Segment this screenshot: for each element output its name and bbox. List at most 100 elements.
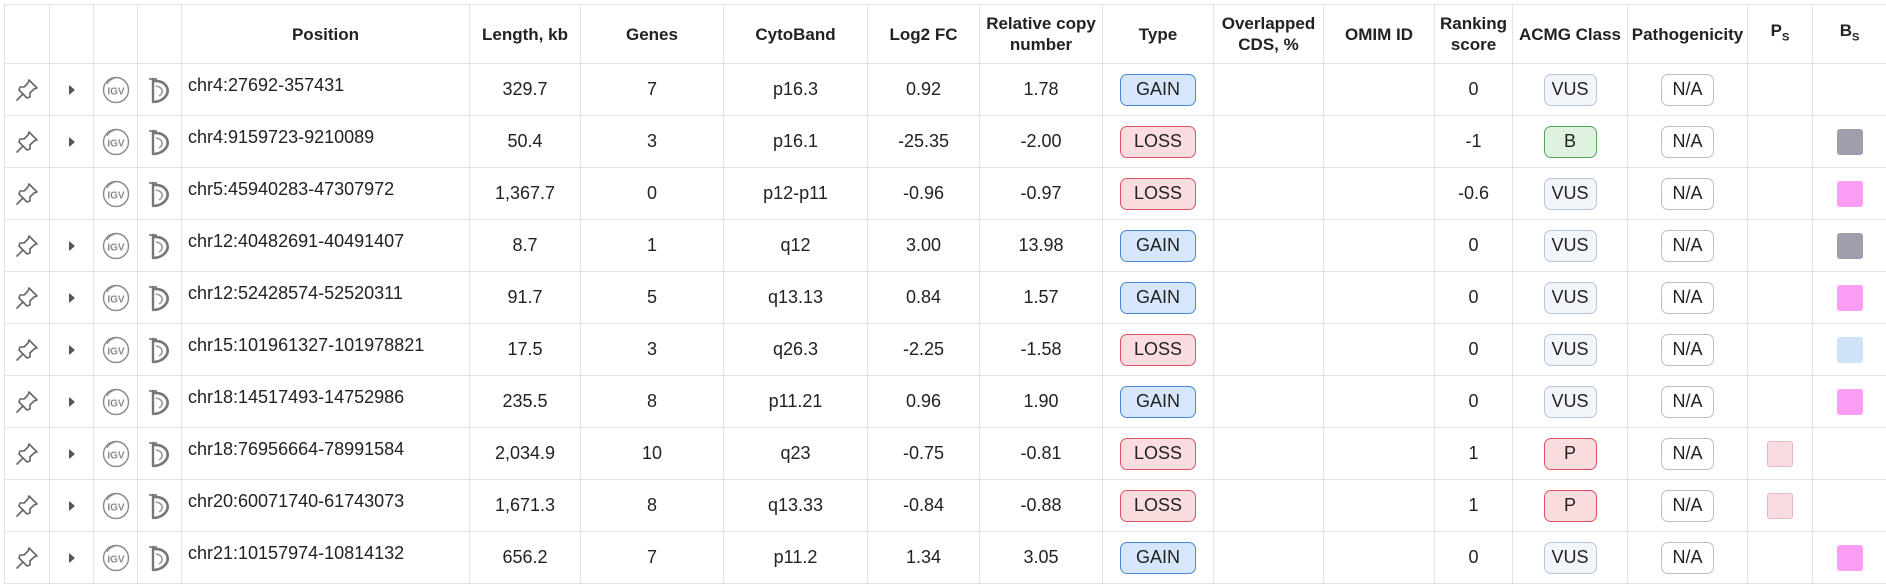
pin-icon[interactable] [5,493,49,519]
decipher-icon[interactable] [138,335,181,365]
header-acmg-class[interactable]: ACMG Class [1513,5,1628,64]
header-length[interactable]: Length, kb [470,5,581,64]
header-ps[interactable]: PS [1748,5,1813,64]
pathogenicity-badge[interactable]: N/A [1661,334,1714,366]
pin-icon[interactable] [5,129,49,155]
chevron-right-icon[interactable] [50,395,93,409]
decipher-icon[interactable] [138,179,181,209]
pin-icon[interactable] [5,233,49,259]
pathogenicity-badge[interactable]: N/A [1661,386,1714,418]
pathogenicity-badge[interactable]: N/A [1661,126,1714,158]
pin-icon[interactable] [5,181,49,207]
chevron-right-icon[interactable] [50,499,93,513]
igv-icon[interactable]: IGV [94,127,137,157]
igv-icon[interactable]: IGV [94,231,137,261]
overlap-cell [1214,480,1324,532]
header-cytoband[interactable]: CytoBand [724,5,868,64]
decipher-icon[interactable] [138,387,181,417]
chevron-right-icon[interactable] [50,447,93,461]
position-cell[interactable]: chr18:76956664-78991584 [182,428,470,480]
pathogenicity-badge[interactable]: N/A [1661,282,1714,314]
igv-icon[interactable]: IGV [94,283,137,313]
acmg-badge[interactable]: B [1544,126,1597,158]
ranking-cell: 0 [1435,272,1513,324]
position-cell[interactable]: chr12:52428574-52520311 [182,272,470,324]
pathogenicity-badge[interactable]: N/A [1661,542,1714,574]
acmg-badge[interactable]: P [1544,438,1597,470]
pathogenicity-badge[interactable]: N/A [1661,230,1714,262]
position-cell[interactable]: chr5:45940283-47307972 [182,168,470,220]
acmg-badge[interactable]: VUS [1544,74,1597,106]
decipher-icon[interactable] [138,75,181,105]
decipher-icon[interactable] [138,439,181,469]
pin-icon[interactable] [5,545,49,571]
chevron-right-icon[interactable] [50,239,93,253]
pin-icon[interactable] [5,77,49,103]
pathogenicity-badge[interactable]: N/A [1661,178,1714,210]
decipher-icon[interactable] [138,543,181,573]
pin-icon[interactable] [5,441,49,467]
header-pathogenicity[interactable]: Pathogenicity [1628,5,1748,64]
chevron-right-icon[interactable] [50,551,93,565]
decipher-icon[interactable] [138,231,181,261]
chevron-right-icon[interactable] [50,291,93,305]
igv-icon[interactable]: IGV [94,179,137,209]
decipher-icon[interactable] [138,283,181,313]
acmg-badge[interactable]: VUS [1544,334,1597,366]
pathogenicity-badge[interactable]: N/A [1661,490,1714,522]
acmg-badge[interactable]: VUS [1544,542,1597,574]
acmg-badge[interactable]: VUS [1544,282,1597,314]
header-log2fc[interactable]: Log2 FC [868,5,980,64]
header-type[interactable]: Type [1103,5,1214,64]
decipher-icon[interactable] [138,491,181,521]
chevron-right-icon[interactable] [50,343,93,357]
igv-icon[interactable]: IGV [94,439,137,469]
igv-icon[interactable]: IGV [94,75,137,105]
position-cell[interactable]: chr4:9159723-9210089 [182,116,470,168]
decipher-icon[interactable] [138,127,181,157]
acmg-badge[interactable]: P [1544,490,1597,522]
igv-icon[interactable]: IGV [94,335,137,365]
acmg-badge[interactable]: VUS [1544,230,1597,262]
pathogenicity-badge[interactable]: N/A [1661,74,1714,106]
igv-icon[interactable]: IGV [94,491,137,521]
chevron-right-icon[interactable] [50,83,93,97]
position-cell[interactable]: chr20:60071740-61743073 [182,480,470,532]
log2fc-cell: 3.00 [868,220,980,272]
header-bs[interactable]: BS [1813,5,1886,64]
omim-cell [1324,116,1435,168]
length-cell: 1,671.3 [470,480,581,532]
pathogenicity-badge[interactable]: N/A [1661,438,1714,470]
chevron-right-icon[interactable] [50,135,93,149]
position-cell[interactable]: chr12:40482691-40491407 [182,220,470,272]
pin-icon[interactable] [5,337,49,363]
header-omim-id[interactable]: OMIM ID [1324,5,1435,64]
header-position[interactable]: Position [182,5,470,64]
pathogenicity-cell: N/A [1628,480,1748,532]
pin-icon[interactable] [5,389,49,415]
pin-icon[interactable] [5,285,49,311]
igv-icon[interactable]: IGV [94,543,137,573]
acmg-badge[interactable]: VUS [1544,386,1597,418]
acmg-badge[interactable]: VUS [1544,178,1597,210]
position-cell[interactable]: chr21:10157974-10814132 [182,532,470,584]
igv-icon[interactable]: IGV [94,387,137,417]
position-cell[interactable]: chr4:27692-357431 [182,64,470,116]
position-cell[interactable]: chr15:101961327-101978821 [182,324,470,376]
position-cell[interactable]: chr18:14517493-14752986 [182,376,470,428]
ranking-cell: 1 [1435,480,1513,532]
header-genes[interactable]: Genes [581,5,724,64]
